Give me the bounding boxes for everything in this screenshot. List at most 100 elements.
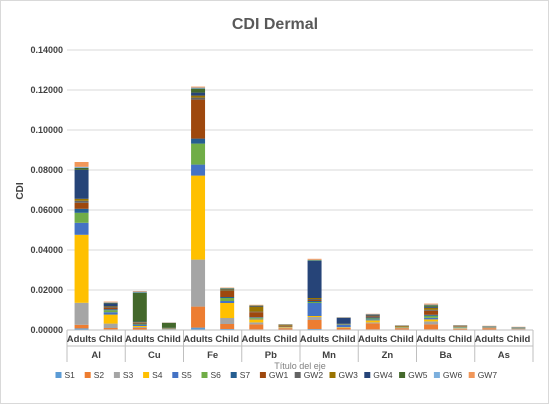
legend-swatch xyxy=(399,372,406,378)
x-tick-label: Adults xyxy=(125,334,155,345)
bar-segment-s3 xyxy=(424,321,439,325)
bar-segment-gw1 xyxy=(249,312,264,318)
bar-segment-gw3 xyxy=(191,95,206,98)
x-tick-label: Child xyxy=(215,334,239,345)
x-tick-label: Child xyxy=(274,334,298,345)
bar-segment-s7 xyxy=(191,138,206,144)
bar-segment-s4 xyxy=(74,234,89,303)
bar-segment-gw5 xyxy=(132,292,147,322)
bar-segment-gw2 xyxy=(191,97,206,100)
bar-segment-gw3 xyxy=(307,298,322,299)
legend: S1 S2 S3 S4 S5 S6 S7 GW1 GW2 GW3 GW4 GW5 GW6 GW7 xyxy=(55,370,497,380)
legend-label: GW3 xyxy=(339,370,359,380)
bar-segment-gw6 xyxy=(307,259,322,261)
bar-segment-gw3 xyxy=(103,306,118,307)
bar-segment-gw7 xyxy=(103,301,118,303)
y-tick-label: 0.14000 xyxy=(30,45,63,55)
bar-segment-s2 xyxy=(278,328,293,330)
bar-segment-s7 xyxy=(74,208,89,213)
bar-segment-s5 xyxy=(249,318,264,320)
bar-segment-s3 xyxy=(365,322,380,324)
y-tick-labels: 0.00000 0.02000 0.04000 0.06000 0.08000 0.100… xyxy=(30,45,63,335)
bar-segment-s7 xyxy=(307,301,322,302)
y-tick-label: 0.12000 xyxy=(30,85,63,95)
chart-title: CDI Dermal xyxy=(232,16,318,33)
x-tick-label: Child xyxy=(332,334,356,345)
bar-segment-s7 xyxy=(103,309,118,311)
bar-segment-s4 xyxy=(220,303,235,318)
bar-segment-gw3 xyxy=(424,307,439,310)
bar-segment-gw7 xyxy=(74,162,89,167)
bar-segment-s1 xyxy=(191,327,206,330)
x-tick-label: Child xyxy=(507,334,531,345)
legend-swatch xyxy=(143,372,150,378)
bar-segment-gw1 xyxy=(365,316,380,318)
group-label: Cu xyxy=(148,350,161,361)
legend-label: S2 xyxy=(94,370,105,380)
bar-segment-gw6 xyxy=(424,304,439,306)
legend-swatch xyxy=(329,372,336,378)
legend-label: S5 xyxy=(181,370,192,380)
bar-segment-gw4 xyxy=(336,317,351,324)
bar-segment-gw1 xyxy=(74,202,89,209)
legend-label: S6 xyxy=(211,370,222,380)
bar-segment-gw6 xyxy=(74,166,89,168)
bar-segment-gw6 xyxy=(132,291,147,293)
gridlines xyxy=(67,49,533,331)
bar-segment-s4 xyxy=(103,314,118,324)
bar-segment-s3 xyxy=(132,327,147,328)
legend-label: GW6 xyxy=(443,370,463,380)
bar-segment-s6 xyxy=(103,310,118,313)
bar-segment-gw1 xyxy=(191,99,206,139)
bar-segment-gw4 xyxy=(307,261,322,298)
legend-label: S4 xyxy=(152,370,163,380)
bar-segment-gw1 xyxy=(220,291,235,297)
y-axis-label: CDI xyxy=(15,182,26,199)
bar-segment-s6 xyxy=(132,324,147,325)
bar-segment-gw2 xyxy=(424,309,439,311)
bar-segment-s6 xyxy=(191,143,206,165)
x-tick-label: Child xyxy=(448,334,472,345)
bar-segment-s6 xyxy=(249,317,264,319)
bar-segment-gw7 xyxy=(424,303,439,305)
bar-segment-s4 xyxy=(365,320,380,323)
bar-segment-s6 xyxy=(424,315,439,318)
group-label: As xyxy=(498,350,510,361)
bar-segment-gw6 xyxy=(191,87,206,89)
bar-segment-gw5 xyxy=(424,305,439,307)
bar-segment-s6 xyxy=(220,298,235,301)
legend-swatch xyxy=(113,372,120,378)
bar-segment-gw2 xyxy=(103,307,118,308)
bar-segment-gw1 xyxy=(103,307,118,310)
bar-segment-gw7 xyxy=(249,304,264,306)
bar-segment-s2 xyxy=(249,324,264,330)
bar-segment-s2 xyxy=(394,328,409,330)
bar-segment-s4 xyxy=(132,326,147,327)
bar-segment-s2 xyxy=(307,320,322,329)
bar-segment-s1 xyxy=(74,328,89,330)
legend-label: S1 xyxy=(65,370,76,380)
group-label: Al xyxy=(91,350,101,361)
group-label: Zn xyxy=(382,350,394,361)
bar-segment-s4 xyxy=(424,319,439,322)
x-tick-label: Adults xyxy=(300,334,330,345)
bar-segment-gw3 xyxy=(394,326,409,327)
bar-segment-s3 xyxy=(220,318,235,324)
bar-segment-s2 xyxy=(424,324,439,330)
y-tick-label: 0.06000 xyxy=(30,205,63,215)
legend-label: S7 xyxy=(240,370,251,380)
bar-segment-gw4 xyxy=(191,92,206,96)
bar-segment-s2 xyxy=(453,328,468,330)
bar-segment-s2 xyxy=(103,328,118,330)
legend-swatch xyxy=(230,372,237,378)
bar-segment-gw7 xyxy=(191,86,206,88)
y-tick-label: 0.08000 xyxy=(30,165,63,175)
bar-segment-s4 xyxy=(191,175,206,260)
bar-segment-s2 xyxy=(336,328,351,330)
bar-segment-s4 xyxy=(249,319,264,323)
x-tick-label: Adults xyxy=(242,334,272,345)
bars xyxy=(74,86,526,330)
bar-segment-s5 xyxy=(103,312,118,315)
